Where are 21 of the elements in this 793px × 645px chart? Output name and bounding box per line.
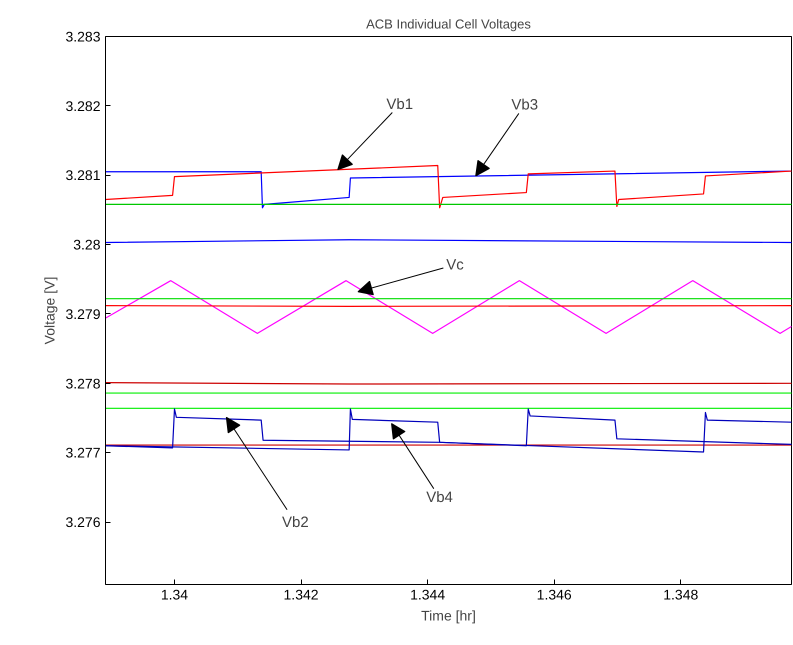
annotation: Vb1 bbox=[386, 96, 414, 114]
y-axis-title: Voltage [V] bbox=[41, 276, 58, 344]
x-tick-label: 1.342 bbox=[284, 586, 319, 602]
y-tick-label: 3.276 bbox=[65, 514, 101, 530]
y-tick-label: 3.278 bbox=[65, 375, 101, 392]
x-tick-label: 1.344 bbox=[410, 586, 446, 602]
annotation: Vc bbox=[446, 256, 464, 274]
y-tick-label: 3.283 bbox=[65, 28, 101, 44]
x-tick-label: 1.346 bbox=[536, 586, 572, 602]
y-tick-label: 3.281 bbox=[65, 167, 101, 184]
y-tick-label: 3.28 bbox=[73, 236, 101, 253]
annotation: Vb3 bbox=[511, 96, 538, 114]
y-tick-label: 3.277 bbox=[65, 444, 101, 461]
chart-title: ACB Individual Cell Voltages bbox=[366, 16, 532, 32]
y-tick-label: 3.279 bbox=[65, 306, 101, 322]
x-tick-label: 1.34 bbox=[160, 586, 188, 602]
annotation: Vb4 bbox=[426, 489, 453, 506]
annotation: Vb2 bbox=[282, 514, 309, 531]
x-tick-label: 1.348 bbox=[663, 586, 698, 602]
x-axis-title: Time [hr] bbox=[421, 608, 476, 624]
y-tick-label: 3.282 bbox=[65, 98, 101, 114]
